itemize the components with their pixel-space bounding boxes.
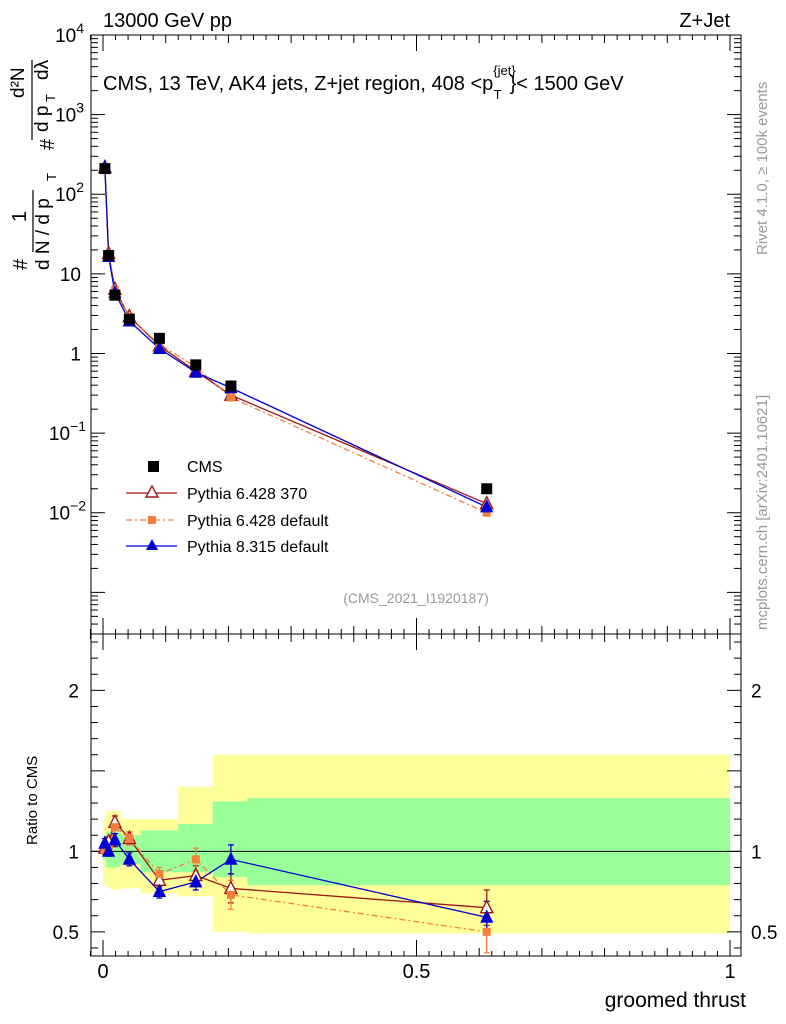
main-point-0 <box>190 359 202 371</box>
ratio-y-tick-label: 0.5 <box>53 923 79 944</box>
ratio-point-2 <box>101 843 116 857</box>
legend-label-pythia6-default: Pythia 6.428 default <box>187 513 329 530</box>
ratio-y-ticks: 0.5 0.5 1 1 2 2 <box>53 641 777 949</box>
ylabel-hash-1: # <box>10 258 32 270</box>
main-x-ticks <box>89 35 731 634</box>
ratio-point-1 <box>226 890 235 899</box>
main-y-tick-label: 10−1 <box>49 418 86 445</box>
ratio-point-2 <box>224 851 238 865</box>
legend-label-pythia8-default: Pythia 8.315 default <box>187 539 329 556</box>
main-y-tick-label: 10 <box>60 265 81 286</box>
main-line-2 <box>104 169 487 514</box>
ylabel-dpt: d p <box>32 106 53 132</box>
ratio-y-tick-label-right: 2 <box>751 681 762 702</box>
mcplots-label: mcplots.cern.ch [arXiv:2401.10621] <box>754 395 771 630</box>
x-tick-label: 0.5 <box>403 961 431 983</box>
ratio-point-1 <box>110 823 119 832</box>
legend-label-pythia6-370: Pythia 6.428 370 <box>187 486 307 503</box>
main-y-ticks: 10−2 10−1 1 10 102 103 104 <box>49 20 741 635</box>
ratio-point-1 <box>125 834 134 843</box>
main-y-tick-label: 1 <box>70 344 81 365</box>
main-point-0 <box>225 380 237 392</box>
ylabel-dpt-sub: T <box>43 94 58 102</box>
ratio-uncertainty-bands <box>103 754 730 934</box>
main-y-tick-label: 104 <box>55 20 84 47</box>
ratio-y-tick-label-right: 1 <box>751 842 762 863</box>
ratio-line-1 <box>104 826 487 933</box>
main-point-0 <box>481 483 493 495</box>
ratio-y-tick-label: 1 <box>68 842 79 863</box>
main-point-2 <box>226 393 235 402</box>
main-point-0 <box>123 313 135 325</box>
ratio-band-inner <box>247 798 730 886</box>
ratio-point-1 <box>482 927 491 936</box>
main-point-0 <box>103 250 115 262</box>
ratio-y-tick-label: 2 <box>68 681 79 702</box>
ratio-point-1 <box>155 869 164 878</box>
x-axis-label: groomed thrust <box>605 989 746 1012</box>
ratio-point-2 <box>152 883 167 897</box>
legend-marker-pythia6-default <box>148 516 156 524</box>
ratio-point-2 <box>480 909 494 923</box>
ylabel-d2n: d²N <box>8 67 29 98</box>
ratio-point-2 <box>189 874 203 888</box>
ratio-point-2 <box>108 832 122 846</box>
ratio-band-inner <box>212 801 248 878</box>
legend-marker-cms <box>148 461 159 472</box>
main-y-tick-label: 10−2 <box>49 498 86 525</box>
legend: CMS Pythia 6.428 370 Pythia 6.428 defaul… <box>126 459 329 556</box>
ratio-point-1 <box>191 855 200 864</box>
ylabel-one: 1 <box>9 211 31 222</box>
ratio-y-axis-label: Ratio to CMS <box>24 756 41 845</box>
ylabel-dn-dpt: d N / d p <box>33 198 54 270</box>
x-tick-label: 1 <box>724 961 735 983</box>
plot-description: CMS, 13 TeV, AK4 jets, Z+jet region, 408… <box>103 63 624 102</box>
x-tick-label: 0 <box>97 961 108 983</box>
legend-label-cms: CMS <box>187 459 223 476</box>
main-series-layer <box>97 159 494 517</box>
ratio-band-inner <box>110 828 121 868</box>
main-y-axis-label: # 1 d N / d p T # d²N d p T dλ <box>8 59 59 270</box>
main-y-tick-label: 103 <box>55 100 84 127</box>
main-point-3 <box>480 499 494 513</box>
main-point-0 <box>109 289 121 301</box>
main-point-3 <box>189 364 203 378</box>
ylabel-hash-2: # <box>37 138 59 150</box>
legend-marker-pythia6-370 <box>144 484 160 498</box>
legend-marker-pythia8-default <box>146 539 158 550</box>
main-point-0 <box>153 332 165 344</box>
main-point-0 <box>99 163 111 175</box>
ratio-series-layer <box>97 813 494 954</box>
main-line-3 <box>104 166 487 508</box>
ylabel-dlambda: dλ <box>32 59 53 80</box>
ratio-x-ticks: 0 0.5 1 <box>89 634 736 983</box>
main-point-2 <box>482 508 491 517</box>
ratio-point-2 <box>122 851 136 865</box>
analysis-id: (CMS_2021_I1920187) <box>343 590 489 606</box>
header-left: 13000 GeV pp <box>103 10 232 32</box>
rivet-version-label: Rivet 4.1.0, ≥ 100k events <box>754 82 771 255</box>
main-point-3 <box>152 340 167 355</box>
header-right: Z+Jet <box>679 10 730 32</box>
ratio-y-tick-label-right: 0.5 <box>751 923 777 944</box>
main-y-tick-label: 102 <box>55 179 84 206</box>
ylabel-dn-dpt-sub: T <box>44 173 59 181</box>
